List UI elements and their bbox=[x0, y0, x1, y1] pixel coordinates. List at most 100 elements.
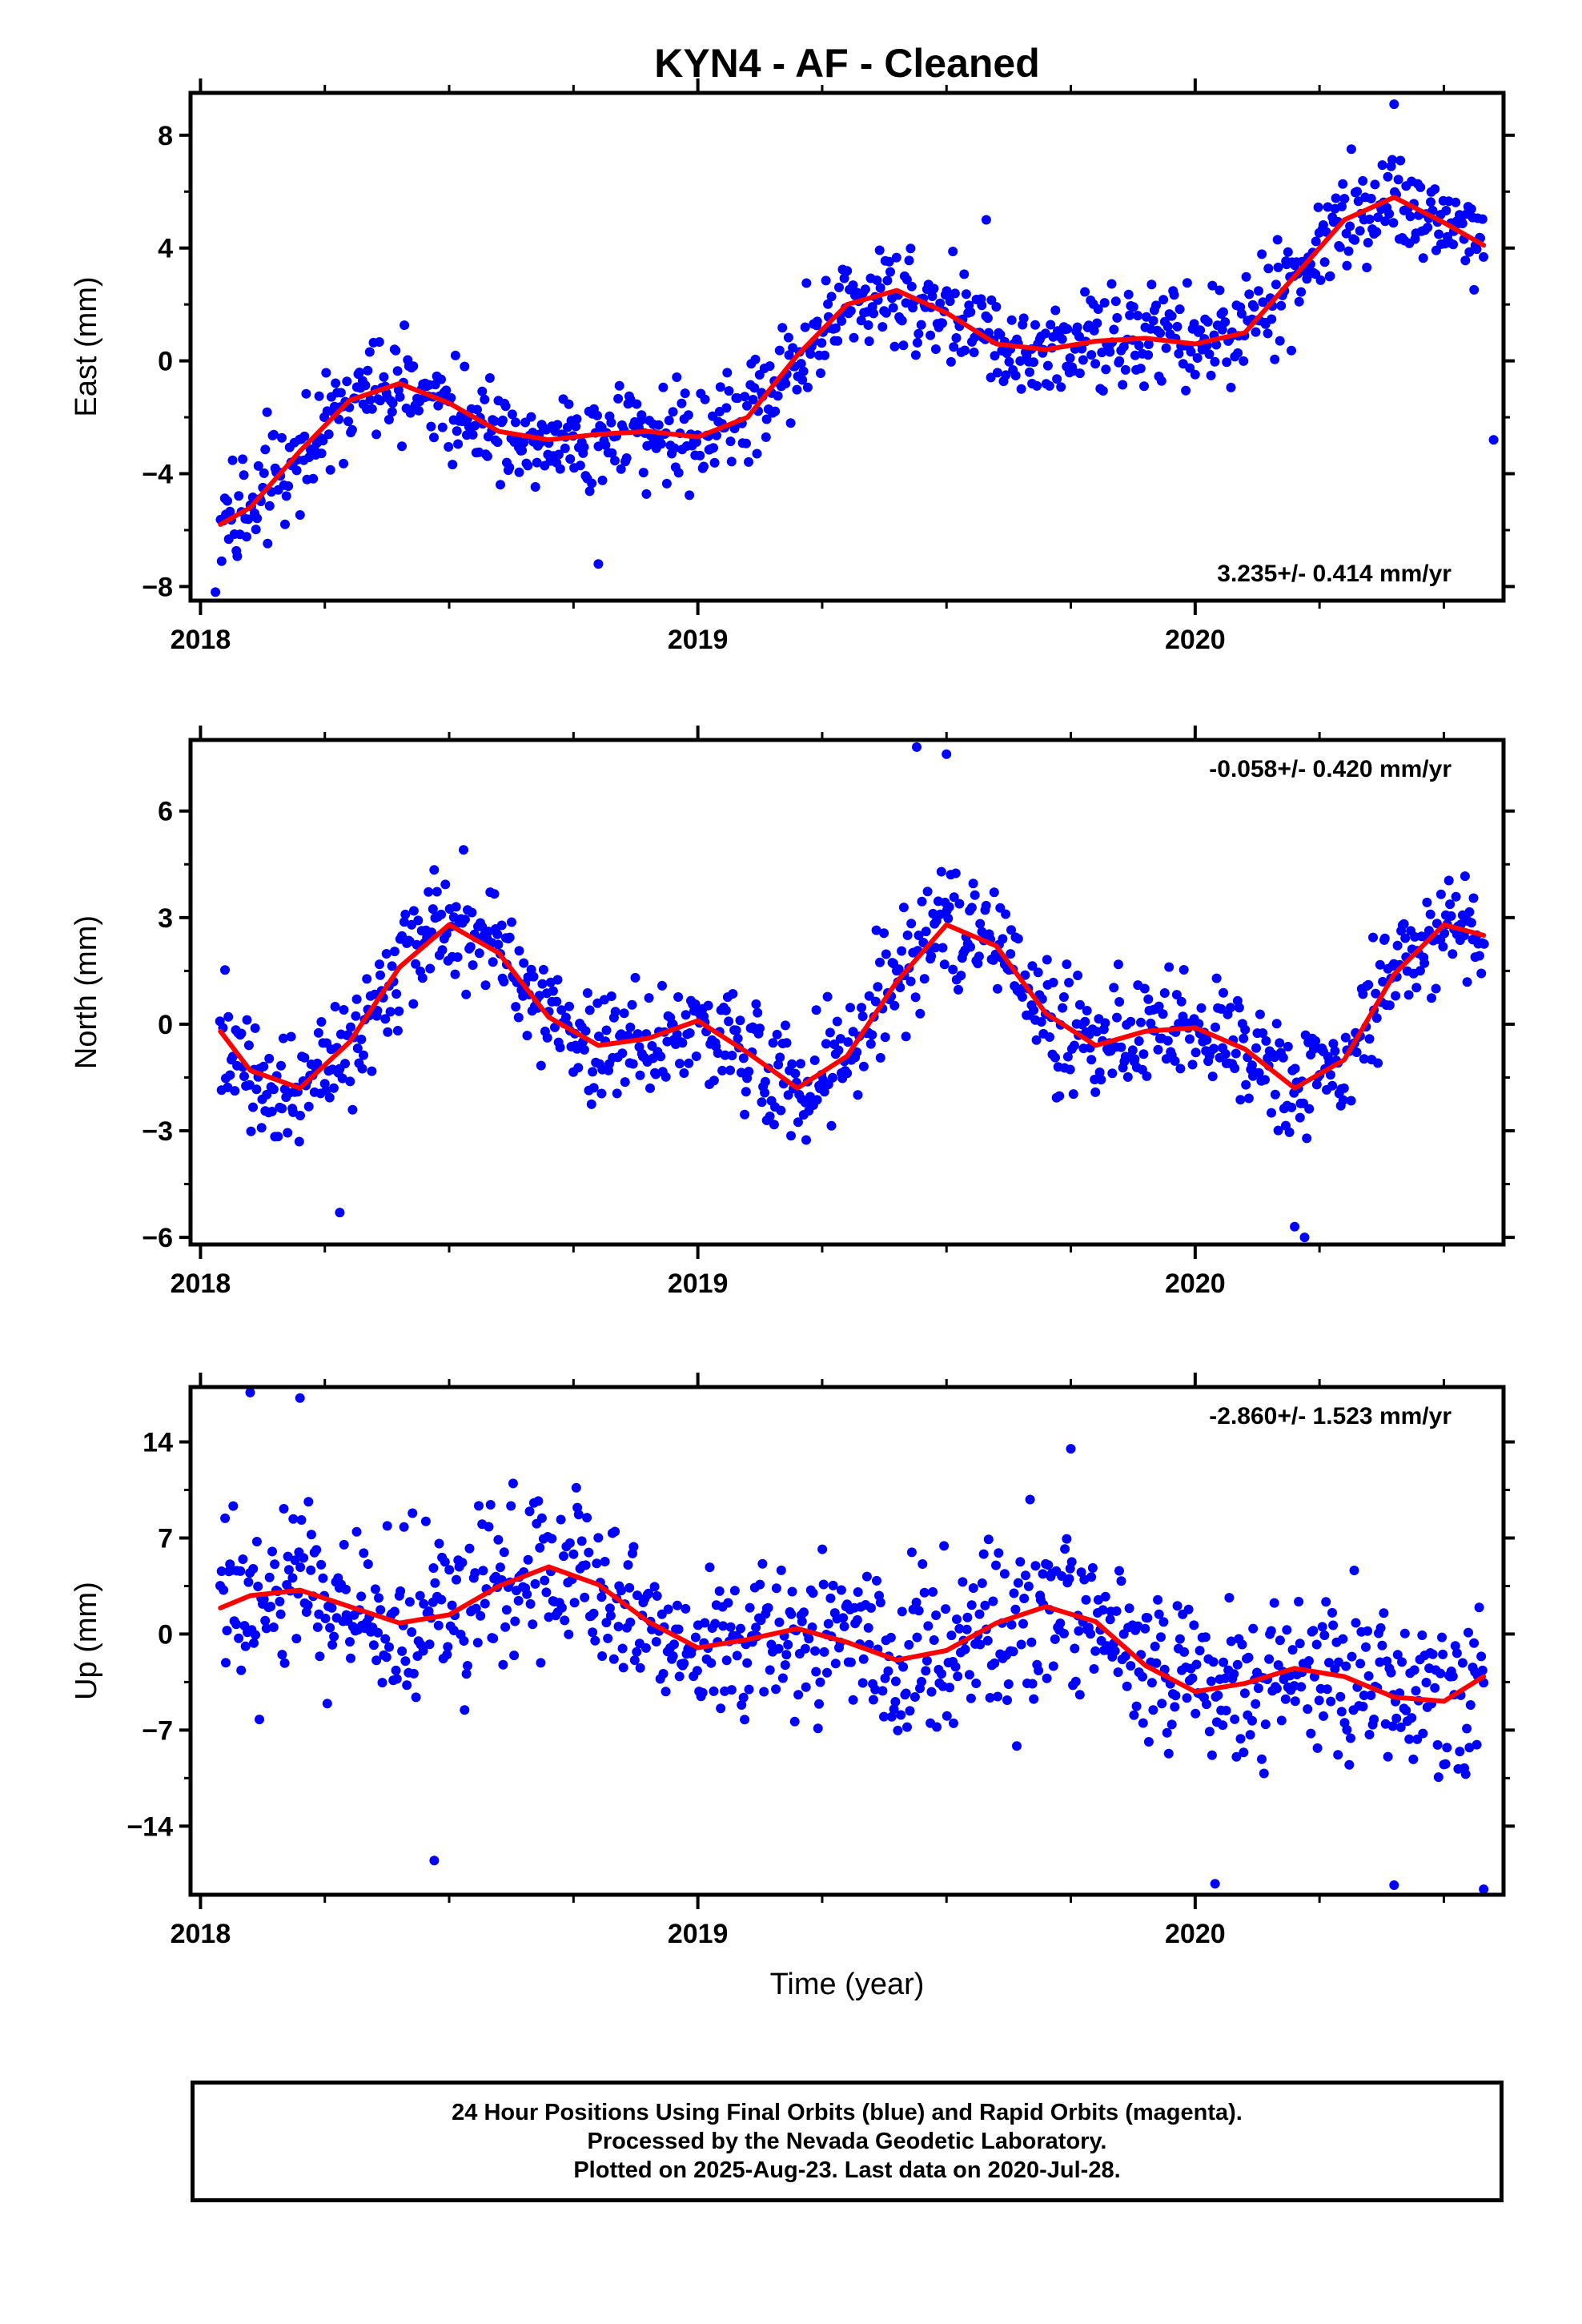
data-point bbox=[429, 865, 440, 875]
data-point bbox=[419, 1598, 429, 1609]
data-point bbox=[740, 1715, 750, 1725]
data-point bbox=[1275, 1635, 1285, 1646]
data-point bbox=[828, 1580, 838, 1590]
data-point bbox=[761, 432, 771, 442]
data-point bbox=[921, 1655, 932, 1666]
data-point bbox=[881, 308, 891, 318]
data-point bbox=[262, 1089, 272, 1100]
data-point bbox=[898, 903, 909, 913]
data-point bbox=[1282, 1625, 1292, 1635]
data-point bbox=[617, 1048, 628, 1059]
data-point bbox=[1134, 1036, 1144, 1046]
data-point bbox=[249, 1638, 259, 1648]
data-point bbox=[580, 1026, 591, 1036]
data-point bbox=[1389, 99, 1399, 110]
data-point bbox=[259, 1594, 269, 1604]
data-point bbox=[823, 299, 833, 309]
data-point bbox=[640, 1642, 651, 1653]
data-point bbox=[1433, 1772, 1443, 1783]
data-point bbox=[1124, 1603, 1134, 1614]
data-point bbox=[753, 1007, 763, 1018]
data-point bbox=[651, 1637, 661, 1647]
data-point bbox=[715, 382, 725, 392]
data-point bbox=[339, 1539, 349, 1550]
data-point bbox=[1364, 1034, 1375, 1044]
data-point bbox=[893, 964, 904, 975]
data-point bbox=[1335, 242, 1345, 252]
data-point bbox=[504, 932, 515, 943]
data-point bbox=[499, 1547, 509, 1558]
data-point bbox=[1415, 182, 1426, 192]
data-point bbox=[849, 332, 859, 343]
data-point bbox=[853, 1587, 863, 1597]
data-point bbox=[460, 1705, 470, 1715]
data-point bbox=[755, 1023, 765, 1034]
data-point bbox=[1366, 1691, 1376, 1700]
data-point bbox=[780, 1660, 790, 1671]
data-point bbox=[1151, 300, 1161, 311]
data-point bbox=[770, 406, 781, 416]
data-point bbox=[821, 275, 831, 286]
data-point bbox=[1389, 1880, 1399, 1890]
data-point bbox=[1465, 1700, 1476, 1710]
data-point bbox=[1267, 314, 1277, 324]
data-point bbox=[575, 460, 585, 471]
data-point bbox=[1355, 1659, 1366, 1669]
data-point bbox=[1446, 911, 1456, 921]
data-point bbox=[1218, 1720, 1228, 1731]
data-point bbox=[1432, 1739, 1443, 1750]
data-point bbox=[1097, 348, 1107, 358]
data-point bbox=[912, 1632, 922, 1642]
data-point bbox=[251, 1630, 260, 1640]
data-point bbox=[980, 1600, 990, 1610]
data-point bbox=[579, 1044, 589, 1055]
data-point bbox=[948, 247, 958, 256]
data-point bbox=[897, 1606, 907, 1617]
data-point bbox=[884, 256, 894, 267]
data-point bbox=[839, 273, 849, 283]
data-point bbox=[1434, 229, 1444, 239]
data-point bbox=[312, 1058, 323, 1068]
data-point bbox=[474, 1501, 484, 1511]
data-point bbox=[1464, 907, 1475, 917]
data-point bbox=[1346, 144, 1356, 155]
data-point bbox=[364, 347, 375, 357]
data-point bbox=[1215, 285, 1225, 296]
data-point bbox=[1174, 1634, 1185, 1644]
data-point bbox=[1409, 1665, 1419, 1675]
data-point bbox=[625, 1617, 636, 1627]
data-point bbox=[1134, 340, 1144, 351]
data-point bbox=[381, 1652, 391, 1663]
data-point bbox=[1204, 1727, 1215, 1737]
data-point bbox=[1218, 307, 1228, 317]
data-point bbox=[1172, 1601, 1182, 1611]
data-point bbox=[443, 1642, 453, 1652]
data-point bbox=[325, 1622, 335, 1633]
data-point bbox=[1062, 959, 1072, 970]
data-point bbox=[1139, 381, 1149, 392]
data-point bbox=[895, 983, 905, 992]
data-point bbox=[1373, 212, 1383, 223]
data-point bbox=[1062, 1051, 1073, 1062]
data-point bbox=[773, 1643, 784, 1654]
data-point bbox=[295, 1562, 306, 1572]
data-point bbox=[870, 996, 881, 1007]
data-point bbox=[327, 1602, 337, 1613]
data-point bbox=[690, 1632, 701, 1642]
data-point bbox=[1112, 312, 1122, 323]
data-point bbox=[437, 945, 448, 955]
data-point bbox=[904, 255, 914, 266]
data-point bbox=[216, 556, 227, 566]
data-point bbox=[945, 296, 955, 307]
x-tick-label: 2018 bbox=[171, 1919, 231, 1949]
plot-frame bbox=[188, 90, 1506, 603]
data-point bbox=[950, 288, 960, 299]
data-point bbox=[1278, 1052, 1288, 1063]
data-point bbox=[1118, 341, 1129, 352]
data-point bbox=[478, 1566, 488, 1576]
data-point bbox=[1251, 327, 1261, 337]
data-point bbox=[1182, 278, 1192, 288]
data-point bbox=[1216, 1003, 1227, 1014]
data-point bbox=[1187, 1673, 1198, 1683]
data-point bbox=[901, 1031, 911, 1042]
